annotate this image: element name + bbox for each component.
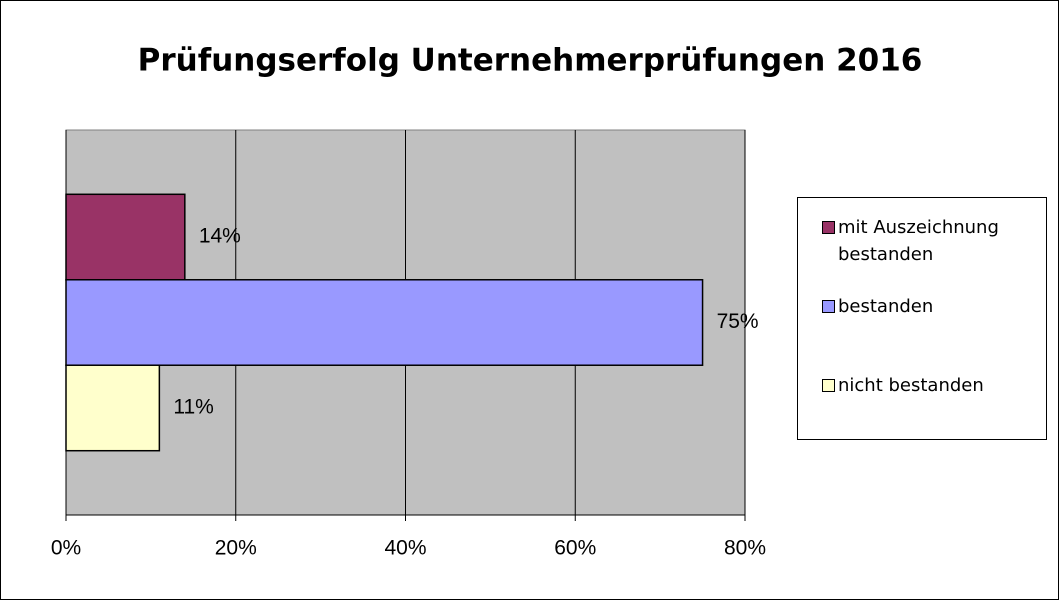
legend-label: mit Auszeichnung bestanden — [838, 217, 999, 265]
legend-label: nicht bestanden — [838, 375, 984, 396]
bar — [65, 279, 704, 366]
bar — [65, 193, 186, 281]
legend-swatch — [822, 379, 835, 392]
x-tick-label: 20% — [215, 537, 257, 560]
legend-entry: bestanden — [818, 293, 1053, 320]
x-tick-label: 0% — [51, 537, 81, 560]
x-tick-label: 60% — [554, 537, 596, 560]
data-label: 14% — [199, 225, 241, 248]
bar — [65, 364, 161, 452]
legend-label: bestanden — [838, 296, 934, 317]
x-tick-label: 40% — [384, 537, 426, 560]
data-label: 75% — [717, 310, 759, 333]
chart-title: Prüfungserfolg Unternehmerprüfungen 2016 — [138, 43, 923, 79]
x-tick-label: 80% — [724, 537, 766, 560]
legend: mit Auszeichnung bestanden bestanden nicht… — [797, 197, 1047, 440]
legend-swatch — [822, 300, 835, 313]
legend-entry: nicht bestanden — [818, 372, 1053, 399]
legend-swatch — [822, 221, 835, 234]
legend-entry: mit Auszeichnung bestanden — [818, 214, 1053, 268]
data-label: 11% — [173, 396, 213, 419]
